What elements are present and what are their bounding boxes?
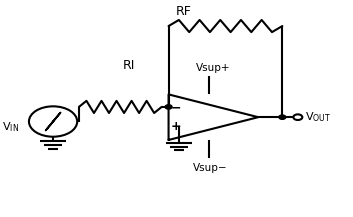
Text: −: − — [171, 101, 181, 114]
Text: V$_{\sf IN}$: V$_{\sf IN}$ — [2, 120, 19, 134]
Text: Vsup−: Vsup− — [193, 163, 227, 173]
Text: RF: RF — [176, 5, 192, 18]
Text: V$_{\sf OUT}$: V$_{\sf OUT}$ — [305, 110, 331, 124]
Circle shape — [165, 105, 172, 109]
Circle shape — [279, 115, 286, 119]
Text: Vsup+: Vsup+ — [196, 63, 231, 73]
Text: +: + — [171, 120, 181, 133]
Text: RI: RI — [123, 59, 135, 72]
